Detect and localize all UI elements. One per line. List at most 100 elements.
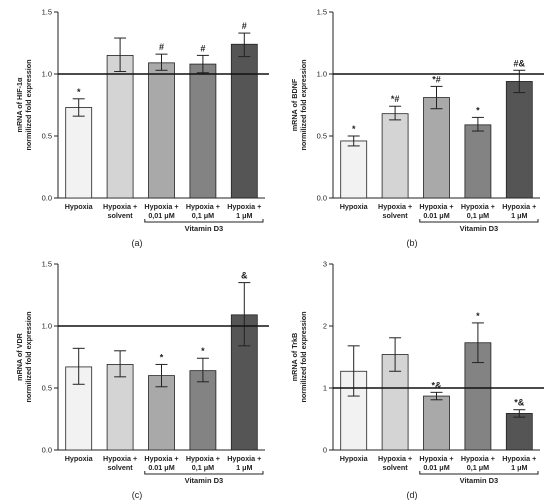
y-axis-label-line: mRNA of TrkB <box>290 333 299 381</box>
y-axis-label: mRNA of TrkBnormilized fold expression <box>290 311 308 402</box>
x-category-label: Hypoxia <box>340 454 369 463</box>
x-category-label: 0,1 μM <box>192 211 214 220</box>
y-axis-label-line: mRNA of BDNF <box>290 78 299 131</box>
significance-label: & <box>241 271 248 281</box>
x-category-label: Hypoxia + <box>419 454 453 463</box>
y-tick-label: 1.0 <box>317 70 327 79</box>
bar <box>148 375 175 451</box>
y-axis-label: mRNA of HIF-1αnormilized fold expression <box>15 59 33 150</box>
group-label: Vitamin D3 <box>185 476 224 485</box>
y-tick-label: 0.5 <box>317 132 327 141</box>
bar <box>148 62 175 199</box>
x-category-label: solvent <box>108 211 134 220</box>
x-category-label: 0.01 μM <box>423 463 449 472</box>
group-label: Vitamin D3 <box>460 476 499 485</box>
x-category-label: Hypoxia + <box>502 202 536 211</box>
x-category-label: Hypoxia <box>65 202 94 211</box>
significance-label: # <box>159 42 164 52</box>
y-axis-label-line: normilized fold expression <box>24 311 33 402</box>
bar <box>505 413 533 451</box>
bar <box>464 342 492 451</box>
y-tick-label: 3 <box>323 260 327 269</box>
x-category-label: 1 μM <box>511 211 527 220</box>
bar <box>65 366 93 451</box>
x-category-label: Hypoxia + <box>103 454 137 463</box>
x-category-label: Hypoxia + <box>461 202 495 211</box>
x-category-label: 0,1 μM <box>192 463 214 472</box>
y-tick-label: 0.5 <box>42 384 52 393</box>
chart-panel-b: 0.0 0.5 1.0 1.5 mRNA of BDNFnormilized fold … <box>290 8 544 248</box>
x-category-label: Hypoxia + <box>144 202 178 211</box>
bar <box>464 124 492 199</box>
y-tick-label: 0.0 <box>42 194 52 203</box>
significance-label: * <box>160 352 164 362</box>
x-category-label: Hypoxia + <box>103 202 137 211</box>
panel-label: (a) <box>132 238 143 248</box>
y-tick-label: 0 <box>323 446 327 455</box>
bar <box>230 43 258 199</box>
significance-label: * <box>77 87 81 97</box>
y-tick-label: 1.0 <box>42 70 52 79</box>
significance-label: * <box>201 346 205 356</box>
x-category-label: 1 μM <box>236 211 252 220</box>
significance-label: * <box>352 124 356 134</box>
group-label: Vitamin D3 <box>185 224 224 233</box>
x-category-label: Hypoxia + <box>378 454 412 463</box>
x-category-label: Hypoxia + <box>227 454 261 463</box>
significance-label: #& <box>514 58 526 68</box>
y-tick-label: 2 <box>323 322 327 331</box>
group-label: Vitamin D3 <box>460 224 499 233</box>
panel-label: (d) <box>407 490 418 500</box>
bar <box>423 395 450 451</box>
x-category-label: Hypoxia + <box>227 202 261 211</box>
y-axis-label-line: normilized fold expression <box>299 311 308 402</box>
x-category-label: 0,01 μM <box>148 211 174 220</box>
y-tick-label: 0.0 <box>317 194 327 203</box>
y-axis-label-line: normilized fold expression <box>299 59 308 150</box>
x-category-label: solvent <box>383 211 409 220</box>
significance-label: * <box>476 105 480 115</box>
y-tick-label: 0.0 <box>42 446 52 455</box>
significance-label: # <box>200 43 205 53</box>
bar <box>340 140 368 199</box>
panel-label: (c) <box>132 490 143 500</box>
x-category-label: Hypoxia + <box>461 454 495 463</box>
chart-panel-a: 0.0 0.5 1.0 1.5 mRNA of HIF-1αnormilized fol… <box>15 8 269 248</box>
x-category-label: Hypoxia + <box>186 202 220 211</box>
y-tick-label: 1 <box>323 384 327 393</box>
y-tick-label: 0.5 <box>42 132 52 141</box>
x-category-label: 1 μM <box>511 463 527 472</box>
x-category-label: Hypoxia + <box>378 202 412 211</box>
bar <box>106 55 134 199</box>
y-axis-label-line: normilized fold expression <box>24 59 33 150</box>
significance-label: * <box>476 311 480 321</box>
group-bracket <box>419 219 539 223</box>
y-axis-label-line: mRNA of HIF-1α <box>15 77 24 132</box>
y-tick-label: 1.5 <box>317 8 327 17</box>
x-category-label: solvent <box>108 463 134 472</box>
x-category-label: Hypoxia + <box>419 202 453 211</box>
bar <box>423 97 450 199</box>
x-category-label: 0,1 μM <box>467 211 489 220</box>
chart-panel-c: 0.0 0.5 1.0 1.5 mRNA of VDRnormilized fold e… <box>15 260 269 500</box>
bar <box>189 370 217 451</box>
chart-panel-d: 0 1 2 3 mRNA of TrkBnormilized fold expressi… <box>290 260 544 500</box>
y-axis-label: mRNA of BDNFnormilized fold expression <box>290 59 308 150</box>
significance-label: *# <box>432 74 441 84</box>
x-category-label: Hypoxia + <box>502 454 536 463</box>
x-category-label: 0.01 μM <box>148 463 174 472</box>
y-tick-label: 1.0 <box>42 322 52 331</box>
x-category-label: 0.01 μM <box>423 211 449 220</box>
x-category-label: 0,1 μM <box>467 463 489 472</box>
bar <box>189 63 217 199</box>
x-category-label: Hypoxia + <box>144 454 178 463</box>
bar <box>381 113 409 199</box>
y-axis-label: mRNA of VDRnormilized fold expression <box>15 311 33 402</box>
x-category-label: 1 μM <box>236 463 252 472</box>
significance-label: *# <box>391 94 400 104</box>
significance-label: *& <box>514 398 525 408</box>
group-bracket <box>144 219 264 223</box>
y-axis-label-line: mRNA of VDR <box>15 332 24 380</box>
x-category-label: Hypoxia <box>340 202 369 211</box>
